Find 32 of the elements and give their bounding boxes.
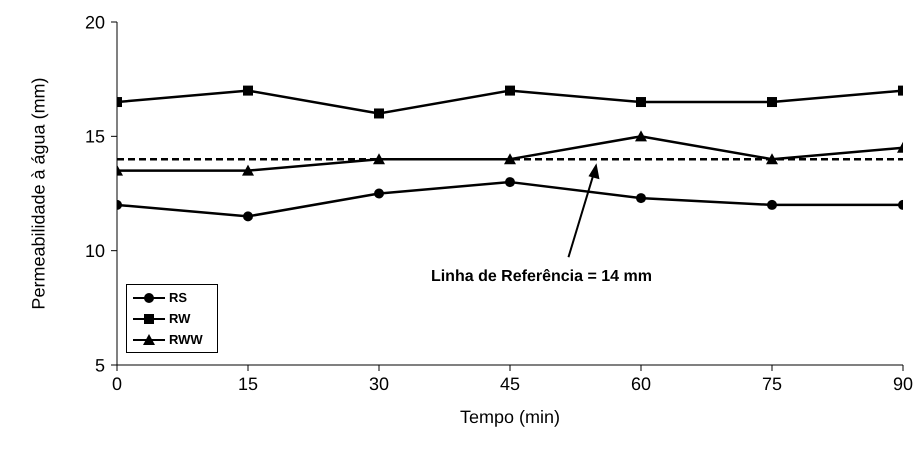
point [242,164,254,176]
point [374,188,384,198]
legend-label: RS [169,290,188,305]
y-tick-label: 5 [94,355,105,376]
x-tick-label: 90 [892,374,914,394]
point [505,86,515,96]
legend-label: RWW [169,332,203,347]
point [373,153,385,164]
x-tick-label: 0 [112,374,122,394]
point [636,97,646,108]
y-tick-label: 15 [84,126,105,147]
point [635,130,647,142]
point [505,177,515,188]
y-tick-label: 10 [84,241,105,262]
y-axis-title: Permeabilidade à água (mm) [28,77,48,310]
legend-label: RW [169,311,190,326]
x-tick-label: 60 [630,374,652,394]
x-tick-label: 75 [762,374,782,394]
y-tick-label: 20 [84,12,105,32]
point [243,211,253,222]
point [767,200,777,210]
annotation: Linha de Referência = 14 mm [430,268,652,286]
x-tick-label: 45 [500,374,520,394]
x-tick-label: 15 [238,374,258,394]
point [243,86,253,96]
point [767,97,777,108]
x-axis-title: Tempo (min) [460,407,560,427]
point [766,153,778,164]
point [636,193,646,204]
point [504,153,516,164]
point [374,108,384,118]
x-tick-label: 30 [368,374,390,394]
